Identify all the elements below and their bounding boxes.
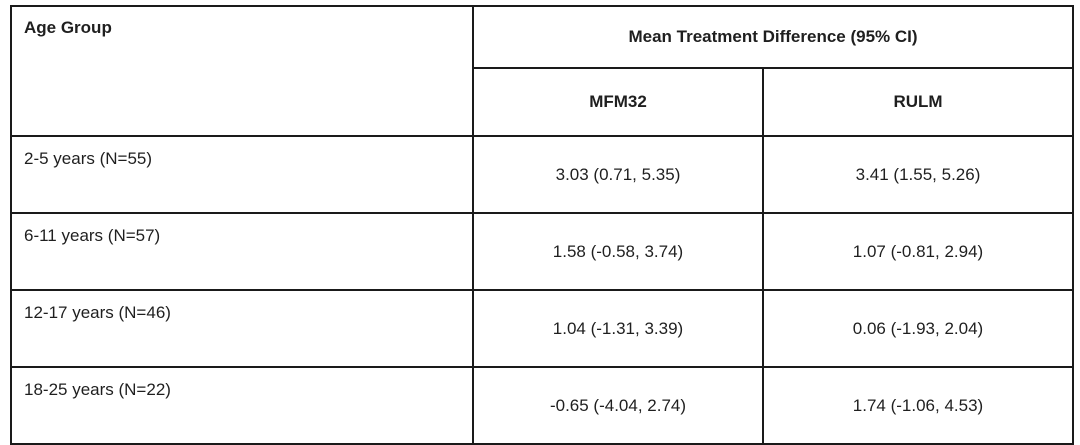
treatment-difference-table: Age Group Mean Treatment Difference (95%… xyxy=(10,5,1074,445)
age-group-cell: 12-17 years (N=46) xyxy=(10,289,474,368)
treatment-difference-table-container: Age Group Mean Treatment Difference (95%… xyxy=(10,5,1074,445)
mfm32-value-cell: 3.03 (0.71, 5.35) xyxy=(472,135,764,214)
rulm-value-cell: 1.07 (-0.81, 2.94) xyxy=(762,212,1074,291)
mfm32-column-header: MFM32 xyxy=(472,67,764,137)
table-row: 12-17 years (N=46) 1.04 (-1.31, 3.39) 0.… xyxy=(10,289,1074,368)
header-row-1: Age Group Mean Treatment Difference (95%… xyxy=(10,5,1074,137)
rulm-value-cell: 3.41 (1.55, 5.26) xyxy=(762,135,1074,214)
rulm-value-cell: 0.06 (-1.93, 2.04) xyxy=(762,289,1074,368)
age-group-cell: 18-25 years (N=22) xyxy=(10,366,474,445)
table-header: Age Group Mean Treatment Difference (95%… xyxy=(10,5,1074,137)
age-group-cell: 2-5 years (N=55) xyxy=(10,135,474,214)
mean-treatment-difference-header: Mean Treatment Difference (95% CI) xyxy=(472,5,1074,69)
age-group-column-header: Age Group xyxy=(10,5,474,137)
mfm32-value-cell: 1.04 (-1.31, 3.39) xyxy=(472,289,764,368)
rulm-value-cell: 1.74 (-1.06, 4.53) xyxy=(762,366,1074,445)
table-row: 18-25 years (N=22) -0.65 (-4.04, 2.74) 1… xyxy=(10,366,1074,445)
mfm32-value-cell: 1.58 (-0.58, 3.74) xyxy=(472,212,764,291)
table-row: 6-11 years (N=57) 1.58 (-0.58, 3.74) 1.0… xyxy=(10,212,1074,291)
mfm32-value-cell: -0.65 (-4.04, 2.74) xyxy=(472,366,764,445)
table-body: 2-5 years (N=55) 3.03 (0.71, 5.35) 3.41 … xyxy=(10,135,1074,445)
header-row-2: MFM32 RULM xyxy=(11,67,1074,137)
rulm-column-header: RULM xyxy=(762,67,1074,137)
age-group-cell: 6-11 years (N=57) xyxy=(10,212,474,291)
table-row: 2-5 years (N=55) 3.03 (0.71, 5.35) 3.41 … xyxy=(10,135,1074,214)
